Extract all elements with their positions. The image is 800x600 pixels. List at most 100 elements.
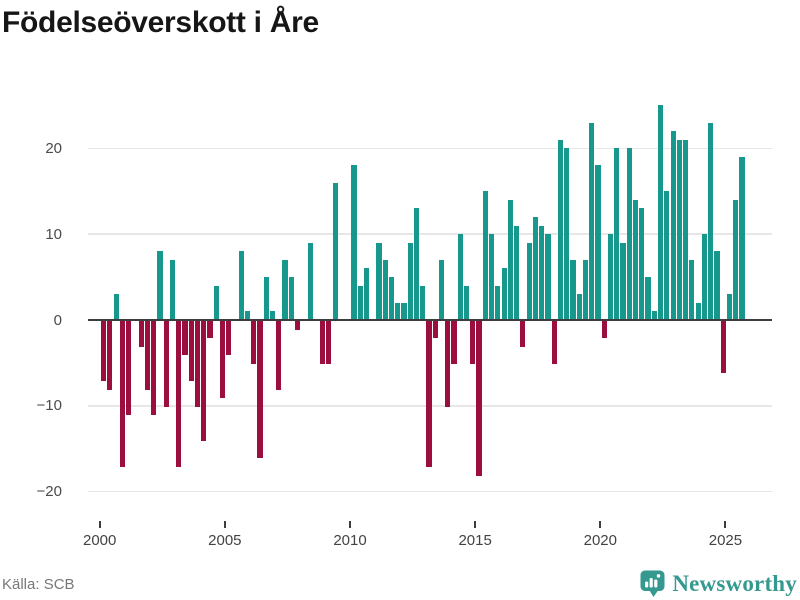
bar [426, 321, 432, 467]
bar [657, 105, 664, 320]
bar [351, 165, 357, 320]
bar [551, 321, 557, 364]
bar [482, 191, 488, 320]
bar [188, 321, 194, 382]
bar [176, 321, 182, 467]
bar [570, 259, 576, 320]
newsworthy-logo: Newsworthy [640, 570, 797, 598]
bar [683, 139, 689, 320]
bar [651, 311, 657, 320]
zero-axis-line [88, 318, 772, 322]
bar [645, 277, 651, 320]
chart-title: Födelseöverskott i Åre [2, 6, 319, 39]
bar [539, 225, 545, 320]
bar [470, 321, 476, 364]
bar [363, 268, 370, 320]
bar [670, 131, 676, 320]
bar [632, 199, 639, 320]
bar [601, 321, 607, 339]
x-axis-label: 2015 [458, 532, 492, 549]
bar [501, 268, 507, 320]
y-axis-label: 20 [45, 139, 62, 157]
bar [113, 294, 119, 320]
y-axis-label: −10 [36, 397, 62, 415]
bar [157, 251, 163, 320]
bar [288, 277, 294, 320]
bar [407, 242, 413, 320]
bar [726, 294, 733, 320]
bar [626, 148, 632, 320]
bar [733, 199, 739, 320]
bar [326, 321, 332, 364]
gridline [88, 147, 772, 150]
source-note: Källa: SCB [2, 576, 75, 593]
bar [376, 242, 382, 320]
bar [420, 285, 426, 320]
bar [413, 208, 420, 320]
bar [282, 259, 288, 320]
brand-name: Newsworthy [672, 571, 797, 596]
bar [107, 321, 113, 390]
bar [576, 294, 582, 320]
bar [244, 311, 251, 320]
bar [251, 321, 257, 364]
bar [620, 242, 626, 320]
bar [395, 302, 401, 320]
bar [320, 321, 326, 364]
bar [495, 285, 501, 320]
bar [382, 259, 388, 320]
bar [664, 191, 670, 320]
bar [639, 208, 645, 320]
bar [607, 234, 614, 320]
bar [514, 225, 520, 320]
bar [238, 251, 244, 320]
bar [207, 321, 213, 339]
x-tick-mark [724, 521, 727, 528]
x-axis-label: 2005 [208, 532, 242, 549]
bar [169, 259, 176, 320]
bar [545, 234, 551, 320]
x-axis-label: 2025 [708, 532, 743, 549]
bar [151, 321, 157, 416]
bar [695, 302, 701, 320]
bar [457, 234, 463, 320]
bar [201, 321, 207, 442]
bar [101, 321, 107, 382]
bar [714, 251, 720, 320]
bar [295, 321, 301, 330]
bar [163, 321, 169, 407]
gridline [88, 490, 772, 493]
bar [507, 199, 513, 320]
bar [526, 242, 532, 320]
bar [438, 259, 445, 320]
bar [226, 321, 232, 356]
y-axis-label: −20 [36, 483, 62, 501]
bar [401, 302, 407, 320]
bar [476, 321, 482, 476]
bar [489, 234, 495, 320]
bar [307, 242, 313, 320]
bar [219, 321, 226, 399]
bar [144, 321, 150, 390]
pin-bar-chart-icon [640, 570, 665, 598]
bar [676, 139, 682, 320]
bar [257, 321, 263, 459]
bar [269, 311, 276, 320]
bar [432, 321, 438, 339]
x-tick-mark [474, 521, 477, 528]
x-tick-mark [599, 521, 602, 528]
bar [138, 321, 144, 347]
bar [582, 259, 589, 320]
x-tick-mark [98, 521, 101, 528]
bar [720, 321, 726, 373]
bar [213, 285, 219, 320]
x-tick-mark [223, 521, 226, 528]
bar [564, 148, 570, 320]
bar [701, 234, 707, 320]
y-axis-label: 0 [53, 311, 62, 329]
bar [119, 321, 125, 467]
gridline [88, 233, 772, 235]
x-axis-label: 2000 [83, 532, 117, 549]
bar [689, 259, 695, 320]
